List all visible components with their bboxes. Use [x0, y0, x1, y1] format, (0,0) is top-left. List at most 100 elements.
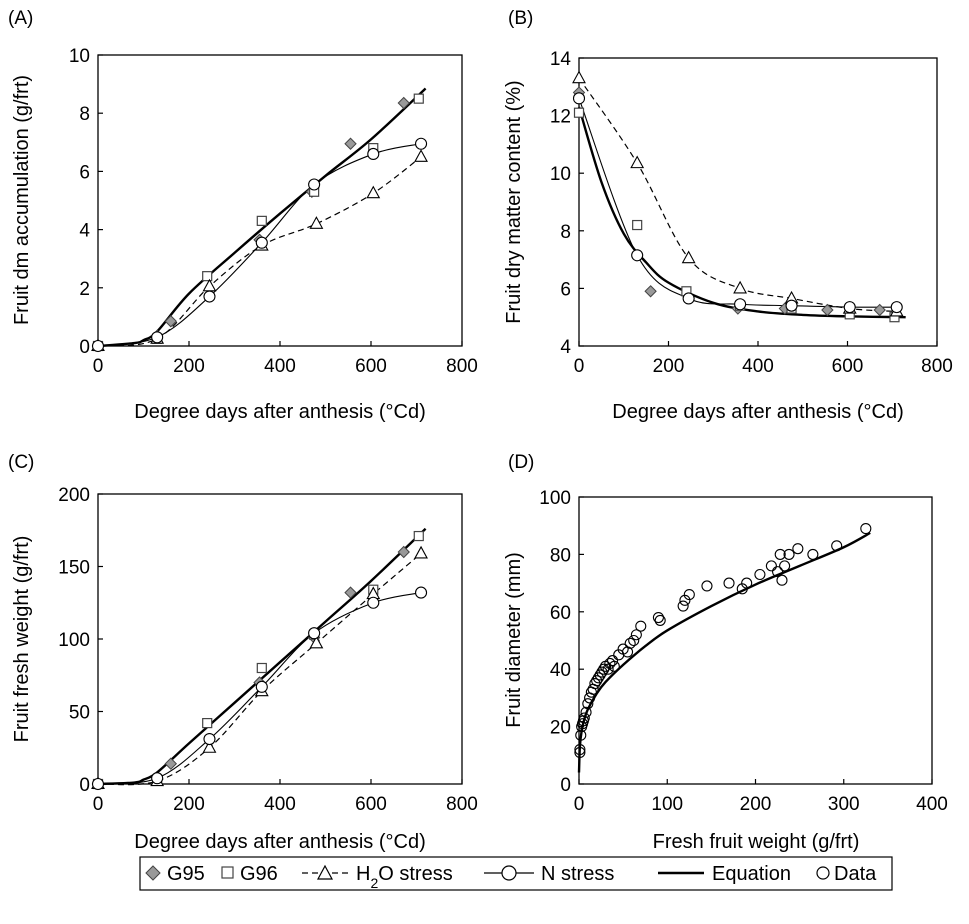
n-stress-point [255, 680, 268, 693]
y-tick-label: 60 [550, 603, 571, 624]
equation-line [577, 531, 871, 773]
x-tick-label: 400 [742, 356, 774, 377]
n-stress-point [203, 732, 216, 746]
data-point [575, 729, 587, 741]
g95-point [344, 137, 357, 150]
n-stress-point [734, 298, 747, 311]
series-markers [574, 523, 872, 758]
data-point [606, 655, 619, 667]
data-point [792, 543, 804, 555]
y-tick-label: 100 [539, 488, 571, 509]
legend-circle-icon [501, 865, 517, 881]
y-tick-label: 50 [69, 703, 90, 724]
x-tick-label: 800 [921, 356, 953, 377]
legend: G95 G96 H2O stress N stress Equation Dat… [139, 856, 893, 891]
plot-frame [578, 496, 933, 785]
x-axis-title: Degree days after anthesis (°Cd) [134, 831, 425, 853]
h2o-stress-point [414, 149, 428, 162]
legend-g95-icon [145, 865, 161, 881]
n-stress-point [255, 236, 268, 249]
g96-point [413, 93, 424, 104]
panel-label: (A) [8, 8, 33, 29]
n-stress-point [572, 92, 586, 105]
data-point [574, 744, 586, 756]
y-axis-title: Fruit fresh weight (g/frt) [11, 536, 33, 743]
x-axis-title: Degree days after anthesis (°Cd) [612, 401, 903, 423]
legend-data-icon [816, 866, 830, 880]
data-point [723, 577, 735, 589]
n-stress-point [203, 290, 216, 303]
h2o-stress-point [681, 250, 696, 264]
equation-line [97, 527, 427, 786]
y-tick-label: 20 [550, 718, 571, 739]
x-tick-label: 0 [574, 356, 585, 377]
axis-ticks: 0 200 400 600 800 0 50 100 150 200 [58, 485, 478, 815]
y-tick-label: 8 [79, 104, 90, 125]
equation-line [97, 87, 427, 348]
y-tick-label: 10 [550, 164, 571, 185]
g95-point [164, 757, 178, 770]
data-point [654, 614, 666, 626]
series-markers [91, 530, 428, 791]
n-stress-point [843, 301, 856, 314]
g95-point [821, 303, 834, 317]
y-axis-title: Fruit dry matter content (%) [503, 80, 525, 323]
g95-point [164, 315, 178, 328]
y-tick-label: 150 [58, 558, 90, 579]
g96-point [573, 107, 585, 118]
g96-point [632, 219, 643, 231]
h2o-stress-point [366, 185, 381, 199]
data-point [578, 712, 590, 724]
data-point [574, 746, 586, 758]
g95-point [344, 586, 357, 599]
data-point [765, 560, 777, 572]
h2o-stress-point [414, 545, 428, 559]
data-point [628, 634, 640, 647]
y-tick-label: 0 [79, 775, 90, 796]
h2o-stress-point [202, 278, 217, 292]
x-tick-label: 600 [832, 356, 864, 377]
panel-d: (D) Fresh fruit weight (g/frt) Fruit dia… [503, 452, 948, 853]
n-stress-point [414, 586, 428, 599]
data-point [783, 548, 795, 560]
data-point [774, 548, 786, 560]
y-tick-label: 12 [550, 107, 571, 128]
n-stress-point [151, 331, 164, 344]
g95-point [397, 96, 410, 110]
g96-point [202, 271, 213, 282]
data-point [635, 620, 647, 632]
x-axis-title: Fresh fruit weight (g/frt) [653, 831, 860, 853]
data-point [589, 677, 601, 690]
axis-ticks: 0 100 200 300 400 0 20 40 60 80 100 [539, 488, 948, 815]
legend-triangle-icon [316, 864, 334, 880]
n-stress-point [308, 627, 321, 640]
h2o-stress-point [309, 216, 324, 229]
data-point [580, 706, 592, 718]
series-markers [91, 93, 428, 353]
y-tick-label: 0 [79, 337, 90, 358]
g95-point [644, 285, 657, 298]
panel-label: (B) [508, 8, 533, 29]
legend-label-g96: G96 [240, 863, 278, 885]
series-markers [572, 70, 904, 323]
g96-point [256, 215, 267, 226]
n-stress-point [631, 249, 644, 262]
y-tick-label: 14 [550, 49, 572, 70]
n-stress-point [308, 178, 321, 191]
y-tick-label: 4 [79, 221, 90, 242]
x-tick-label: 0 [93, 794, 104, 815]
data-point [754, 568, 766, 581]
y-tick-label: 8 [560, 222, 571, 243]
x-tick-label: 400 [264, 794, 296, 815]
plot-frame [97, 54, 463, 347]
data-point [776, 574, 788, 586]
g96-point [413, 530, 424, 542]
y-tick-label: 40 [550, 660, 571, 681]
x-tick-label: 200 [653, 356, 685, 377]
legend-label-equation: Equation [712, 863, 791, 885]
n-stress-point [890, 301, 903, 314]
h2o-stress-point [630, 155, 645, 169]
panel-a: (A) Degree days after anthesis (°Cd) Fru… [8, 8, 478, 423]
legend-label-data: Data [834, 863, 877, 885]
x-tick-label: 0 [93, 356, 104, 377]
